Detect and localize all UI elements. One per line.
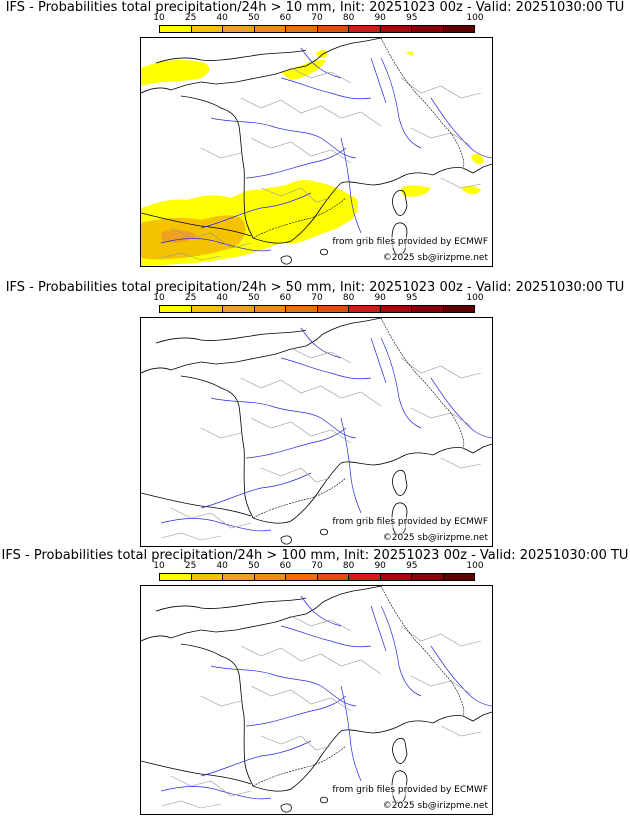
colorbar-tick-label: 95 bbox=[406, 561, 418, 571]
colorbar-segment bbox=[443, 306, 474, 312]
colorbar-ticks: 10 25 40 50 60 70 80 90 95 100 bbox=[153, 13, 483, 25]
colorbar-segment bbox=[443, 574, 474, 580]
colorbar-tick-label: 100 bbox=[466, 293, 484, 303]
colorbar-tick-label: 80 bbox=[342, 293, 355, 303]
colorbar-tick-label: 70 bbox=[311, 13, 323, 23]
colorbar-segment bbox=[412, 306, 444, 312]
colorbar-tick-label: 100 bbox=[466, 13, 484, 23]
colorbar-tick-label: 90 bbox=[374, 293, 386, 303]
map-canvas bbox=[141, 586, 492, 813]
colorbar-segment bbox=[286, 574, 318, 580]
colorbar-segment bbox=[380, 26, 412, 32]
colorbar-tick-label: 50 bbox=[248, 293, 260, 303]
colorbar-segment bbox=[380, 574, 412, 580]
colorbar-segment bbox=[412, 26, 444, 32]
panel-title: IFS - Probabilities total precipitation/… bbox=[5, 280, 625, 295]
colorbar-tick-label: 100 bbox=[466, 561, 484, 571]
colorbar-tick-label: 80 bbox=[342, 13, 355, 23]
colorbar-segment bbox=[191, 26, 223, 32]
probability-map: from grib files provided by ECMWF ©2025 … bbox=[140, 37, 493, 267]
colorbar-segment bbox=[160, 26, 192, 32]
map-panel-100mm: IFS - Probabilities total precipitation/… bbox=[0, 548, 630, 818]
map-canvas bbox=[141, 318, 492, 545]
colorbar-segment bbox=[443, 26, 474, 32]
probability-map: from grib files provided by ECMWF ©2025 … bbox=[140, 317, 493, 547]
map-panel-10mm: IFS - Probabilities total precipitation/… bbox=[0, 0, 630, 270]
map-canvas bbox=[141, 38, 492, 266]
colorbar-segment bbox=[160, 574, 192, 580]
probability-map: from grib files provided by ECMWF ©2025 … bbox=[140, 585, 493, 815]
credit-source: from grib files provided by ECMWF bbox=[332, 517, 488, 528]
colorbar bbox=[159, 305, 475, 313]
colorbar-segment bbox=[349, 26, 381, 32]
map-panel-50mm: IFS - Probabilities total precipitation/… bbox=[0, 280, 630, 550]
colorbar-tick-label: 50 bbox=[248, 13, 260, 23]
colorbar-tick-label: 80 bbox=[342, 561, 355, 571]
colorbar-tick-label: 60 bbox=[279, 13, 292, 23]
colorbar-segment bbox=[223, 26, 255, 32]
colorbar-segment bbox=[223, 306, 255, 312]
colorbar-tick-label: 60 bbox=[279, 293, 292, 303]
colorbar-tick-label: 70 bbox=[311, 293, 323, 303]
colorbar-segment bbox=[254, 26, 286, 32]
colorbar-tick-label: 90 bbox=[374, 561, 386, 571]
colorbar-tick-label: 10 bbox=[153, 293, 165, 303]
colorbar-segment bbox=[223, 574, 255, 580]
colorbar-segment bbox=[317, 306, 349, 312]
colorbar-tick-label: 50 bbox=[248, 561, 260, 571]
colorbar-tick-label: 95 bbox=[406, 13, 418, 23]
colorbar-tick-label: 90 bbox=[374, 13, 386, 23]
panel-title: IFS - Probabilities total precipitation/… bbox=[5, 0, 625, 15]
colorbar-tick-label: 95 bbox=[406, 293, 418, 303]
colorbar-tick-label: 40 bbox=[216, 561, 228, 571]
colorbar-tick-label: 10 bbox=[153, 561, 165, 571]
panel-title: IFS - Probabilities total precipitation/… bbox=[1, 548, 629, 563]
colorbar-segment bbox=[317, 26, 349, 32]
colorbar-segment bbox=[254, 574, 286, 580]
colorbar-segment bbox=[380, 306, 412, 312]
colorbar-segment bbox=[254, 306, 286, 312]
precipitation-areas bbox=[141, 50, 484, 266]
colorbar-tick-label: 70 bbox=[311, 561, 323, 571]
colorbar-segment bbox=[286, 26, 318, 32]
colorbar-segment bbox=[160, 306, 192, 312]
colorbar-segment bbox=[349, 574, 381, 580]
colorbar-tick-label: 25 bbox=[184, 293, 197, 303]
credit-source: from grib files provided by ECMWF bbox=[332, 237, 488, 248]
colorbar-segment bbox=[349, 306, 381, 312]
colorbar-tick-label: 25 bbox=[184, 561, 197, 571]
colorbar-segment bbox=[191, 306, 223, 312]
colorbar-segment bbox=[191, 574, 223, 580]
credit-copyright: ©2025 sb@irizpme.net bbox=[382, 253, 488, 264]
credit-copyright: ©2025 sb@irizpme.net bbox=[382, 533, 488, 544]
credit-source: from grib files provided by ECMWF bbox=[332, 785, 488, 796]
colorbar-tick-label: 60 bbox=[279, 561, 292, 571]
colorbar-segment bbox=[412, 574, 444, 580]
credit-copyright: ©2025 sb@irizpme.net bbox=[382, 801, 488, 812]
colorbar-tick-label: 40 bbox=[216, 293, 228, 303]
colorbar-segment bbox=[286, 306, 318, 312]
colorbar bbox=[159, 573, 475, 581]
colorbar-tick-label: 10 bbox=[153, 13, 165, 23]
colorbar bbox=[159, 25, 475, 33]
colorbar-segment bbox=[317, 574, 349, 580]
colorbar-tick-label: 25 bbox=[184, 13, 197, 23]
colorbar-ticks: 10 25 40 50 60 70 80 90 95 100 bbox=[153, 561, 483, 573]
colorbar-tick-label: 40 bbox=[216, 13, 228, 23]
colorbar-ticks: 10 25 40 50 60 70 80 90 95 100 bbox=[153, 293, 483, 305]
